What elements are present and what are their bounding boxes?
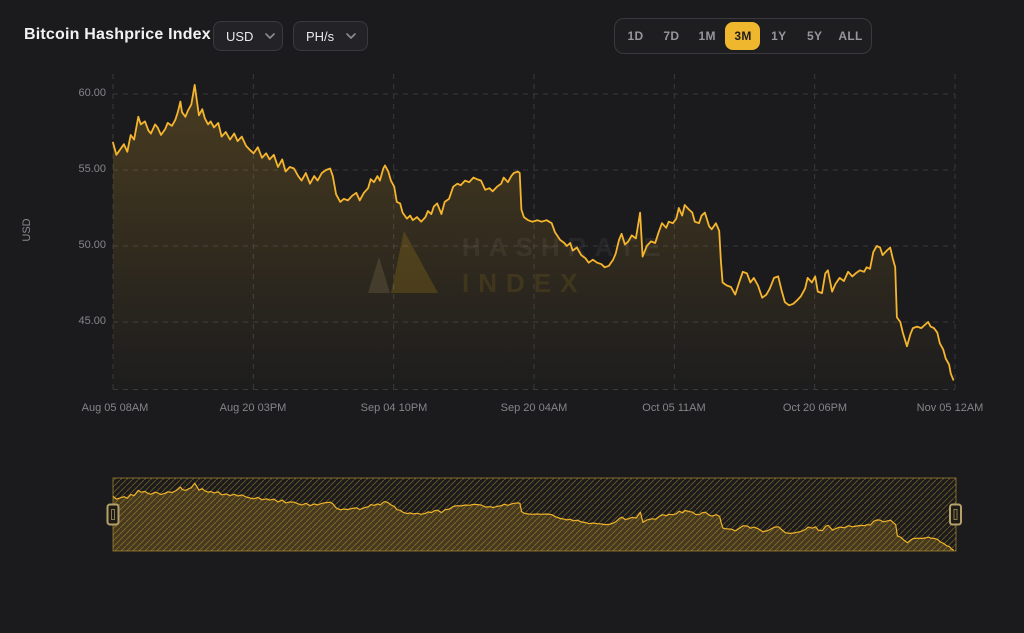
range-button-3m[interactable]: 3M (725, 22, 761, 50)
price-line (112, 84, 955, 381)
currency-dropdown-value: USD (226, 28, 254, 44)
x-tick-3: Sep 20 04AM (500, 402, 568, 414)
x-tick-6: Nov 05 12AM (916, 402, 984, 414)
unit-dropdown-value: PH/s (306, 28, 335, 44)
range-button-5y[interactable]: 5Y (797, 22, 832, 50)
x-tick-5: Oct 20 06PM (782, 402, 848, 414)
navigator-left-handle[interactable] (106, 503, 120, 526)
navigator-right-handle[interactable] (949, 503, 962, 526)
chevron-down-icon (265, 33, 276, 39)
chevron-down-icon (346, 33, 356, 39)
y-tick-55: 55.00 (78, 163, 106, 175)
x-tick-1: Aug 20 03PM (219, 402, 287, 414)
range-button-1m[interactable]: 1M (690, 22, 725, 50)
range-selector: 1D 7D 1M 3M 1Y 5Y ALL (614, 18, 872, 54)
y-tick-50: 50.00 (78, 239, 106, 251)
page-title: Bitcoin Hashprice Index (24, 26, 211, 43)
range-button-1y[interactable]: 1Y (761, 22, 796, 50)
range-button-1d[interactable]: 1D (618, 22, 653, 50)
navigator-area-fill (113, 483, 954, 551)
y-tick-45: 45.00 (78, 315, 106, 327)
x-tick-4: Oct 05 11AM (642, 402, 706, 414)
range-button-all[interactable]: ALL (833, 22, 868, 50)
y-axis-title: USD (21, 218, 33, 242)
navigator-series (112, 482, 955, 551)
y-tick-60: 60.00 (78, 87, 106, 99)
range-button-7d[interactable]: 7D (654, 22, 689, 50)
price-area-fill (113, 84, 954, 391)
navigator[interactable] (106, 477, 962, 552)
currency-dropdown[interactable]: USD (213, 21, 283, 51)
unit-dropdown[interactable]: PH/s (293, 21, 368, 51)
x-tick-2: Sep 04 10PM (360, 402, 428, 414)
x-tick-0: Aug 05 08AM (81, 402, 149, 414)
